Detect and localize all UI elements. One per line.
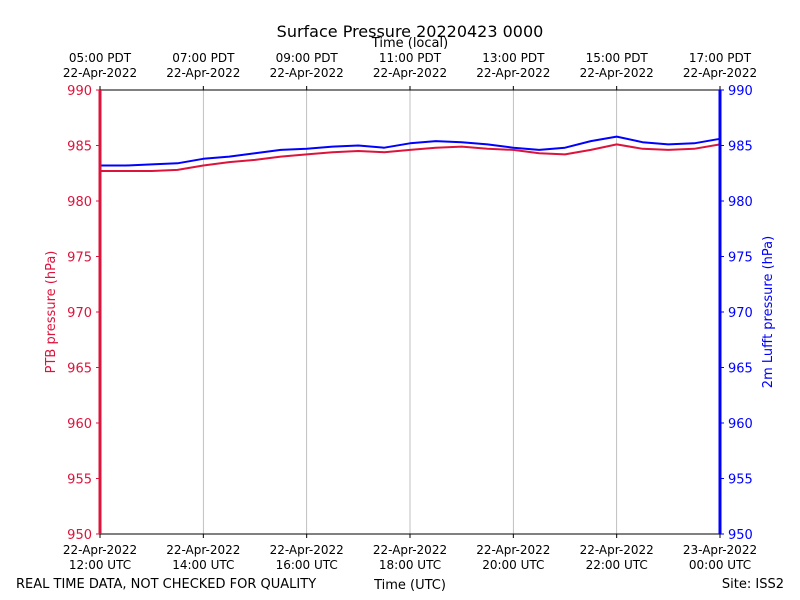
bottom-x-tick-time: 12:00 UTC bbox=[69, 558, 131, 572]
top-x-tick-date: 22-Apr-2022 bbox=[270, 66, 344, 80]
top-x-tick-time: 11:00 PDT bbox=[379, 51, 442, 65]
left-y-tick-label: 975 bbox=[67, 251, 92, 266]
left-y-tick-label: 955 bbox=[67, 473, 92, 488]
right-y-tick-label: 960 bbox=[728, 417, 753, 432]
top-x-tick-date: 22-Apr-2022 bbox=[63, 66, 137, 80]
top-x-tick-date: 22-Apr-2022 bbox=[166, 66, 240, 80]
left-y-tick-label: 960 bbox=[67, 417, 92, 432]
left-y-tick-label: 980 bbox=[67, 195, 92, 210]
chart-title: Surface Pressure 20220423 0000 bbox=[277, 22, 544, 41]
bottom-x-tick-time: 00:00 UTC bbox=[689, 558, 751, 572]
right-y-tick-label: 980 bbox=[728, 195, 753, 210]
quality-note: REAL TIME DATA, NOT CHECKED FOR QUALITY bbox=[16, 577, 316, 592]
top-x-tick-date: 22-Apr-2022 bbox=[476, 66, 550, 80]
bottom-x-tick-date: 22-Apr-2022 bbox=[63, 543, 137, 557]
top-x-tick-time: 09:00 PDT bbox=[276, 51, 339, 65]
ptb-pressure-line bbox=[100, 143, 721, 172]
right-y-tick-label: 965 bbox=[728, 362, 753, 377]
y-axis-label-left: PTB pressure (hPa) bbox=[44, 251, 59, 374]
bottom-x-tick-date: 22-Apr-2022 bbox=[580, 543, 654, 557]
top-x-tick-time: 17:00 PDT bbox=[689, 51, 752, 65]
left-y-tick-label: 990 bbox=[67, 84, 92, 99]
top-x-tick-time: 05:00 PDT bbox=[69, 51, 132, 65]
right-y-tick-label: 950 bbox=[728, 528, 753, 543]
top-x-tick-time: 15:00 PDT bbox=[586, 51, 649, 65]
bottom-x-tick-time: 22:00 UTC bbox=[586, 558, 648, 572]
left-y-tick-label: 950 bbox=[67, 528, 92, 543]
grid-lines bbox=[202, 90, 618, 534]
bottom-x-tick-date: 22-Apr-2022 bbox=[166, 543, 240, 557]
top-x-tick-time: 13:00 PDT bbox=[482, 51, 545, 65]
top-x-tick-date: 22-Apr-2022 bbox=[580, 66, 654, 80]
bottom-x-tick-time: 14:00 UTC bbox=[172, 558, 234, 572]
top-x-tick-date: 22-Apr-2022 bbox=[373, 66, 447, 80]
bottom-x-tick-date: 22-Apr-2022 bbox=[373, 543, 447, 557]
top-x-tick-date: 22-Apr-2022 bbox=[683, 66, 757, 80]
right-y-tick-label: 970 bbox=[728, 306, 753, 321]
top-axis-label: Time (local) bbox=[371, 36, 448, 51]
bottom-x-tick-time: 20:00 UTC bbox=[482, 558, 544, 572]
right-y-tick-label: 985 bbox=[728, 140, 753, 155]
bottom-x-tick-time: 16:00 UTC bbox=[276, 558, 338, 572]
lufft-pressure-line bbox=[100, 135, 721, 167]
y-axis-label-right: 2m Lufft pressure (hPa) bbox=[761, 236, 776, 388]
bottom-x-tick-date: 22-Apr-2022 bbox=[270, 543, 344, 557]
site-label: Site: ISS2 bbox=[722, 577, 784, 592]
ticks-group: 950 950 955 955 960 960 965 965 970 970 975 975 980 9… bbox=[63, 51, 757, 572]
bottom-x-tick-date: 22-Apr-2022 bbox=[476, 543, 550, 557]
bottom-x-tick-date: 23-Apr-2022 bbox=[683, 543, 757, 557]
right-y-tick-label: 975 bbox=[728, 251, 753, 266]
right-y-tick-label: 990 bbox=[728, 84, 753, 99]
left-y-tick-label: 970 bbox=[67, 306, 92, 321]
left-y-tick-label: 965 bbox=[67, 362, 92, 377]
right-y-tick-label: 955 bbox=[728, 473, 753, 488]
bottom-x-tick-time: 18:00 UTC bbox=[379, 558, 441, 572]
top-x-tick-time: 07:00 PDT bbox=[172, 51, 235, 65]
left-y-tick-label: 985 bbox=[67, 140, 92, 155]
x-axis-label: Time (UTC) bbox=[373, 578, 446, 593]
series-group bbox=[100, 135, 721, 172]
